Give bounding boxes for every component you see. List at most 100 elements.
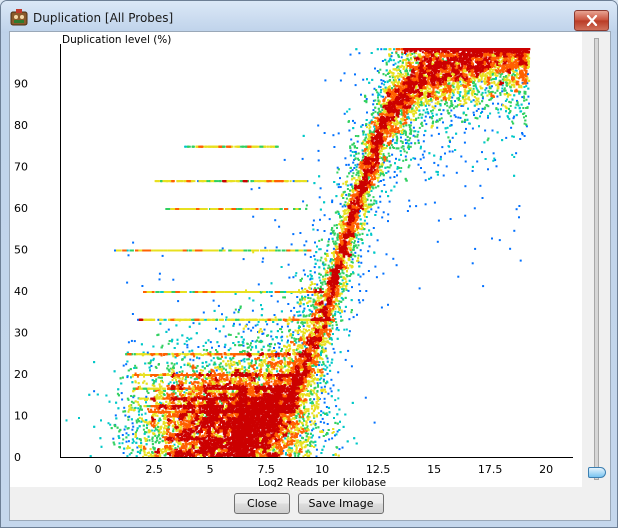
scatter-point (494, 91, 497, 94)
scatter-point (306, 275, 309, 278)
scatter-point (525, 115, 527, 118)
window-close-button[interactable] (574, 10, 609, 31)
scatter-point (326, 249, 329, 252)
scatter-point (440, 117, 443, 120)
scatter-point (377, 206, 380, 209)
scatter-point (380, 169, 383, 172)
scatter-point (373, 125, 376, 128)
scatter-point (315, 426, 318, 429)
scatter-point (254, 324, 257, 327)
scatter-point (326, 372, 329, 375)
scatter-point (312, 219, 315, 222)
title-bar[interactable]: Duplication [All Probes] (1, 1, 617, 33)
scatter-point (363, 219, 366, 222)
scatter-point (459, 116, 462, 119)
scatter-point (351, 261, 354, 264)
scatter-point (341, 222, 344, 225)
scatter-point (481, 91, 484, 94)
scatter-point (233, 363, 236, 366)
scatter-point (402, 159, 405, 162)
scatter-point (425, 123, 428, 126)
scatter-point (383, 83, 386, 86)
scatter-point (292, 331, 295, 334)
scatter-point (509, 62, 512, 65)
scatter-point (381, 130, 384, 132)
scatter-point (431, 79, 434, 82)
scatter-point (242, 349, 245, 352)
scatter-point (285, 355, 288, 358)
scatter-point (341, 205, 344, 208)
scatter-point (437, 164, 440, 167)
scatter-point (450, 50, 453, 52)
scatter-point (383, 130, 386, 133)
scatter-point (523, 86, 526, 88)
scatter-point (317, 287, 320, 290)
scatter-point (335, 405, 338, 408)
scatter-point (346, 275, 349, 278)
scatter-point (434, 102, 437, 105)
scatter-point (417, 139, 420, 142)
scatter-point (396, 174, 398, 177)
scatter-point (385, 61, 388, 64)
scatter-point (382, 88, 385, 91)
scatter-point (475, 87, 478, 90)
scatter-point (309, 366, 312, 368)
scatter-point (512, 135, 515, 138)
window-client-area: 0 2.5 5 7.5 10 12.5 15 17.5 20 0 10 20 30 40 50 60 70 80… (9, 31, 611, 521)
scatter-point (301, 330, 304, 333)
scatter-point (351, 169, 354, 172)
scatter-point (372, 103, 375, 106)
duplication-plot-panel: 0 2.5 5 7.5 10 12.5 15 17.5 20 0 10 20 30 40 50 60 70 80… (10, 32, 582, 487)
scatter-point (318, 304, 321, 307)
scatter-point (364, 152, 367, 155)
scatter-point (484, 88, 487, 91)
scatter-point (341, 269, 344, 272)
close-icon (586, 15, 597, 26)
scatter-point (293, 314, 296, 317)
window-title: Duplication [All Probes] (33, 11, 173, 25)
scatter-point (274, 415, 277, 418)
scatter-point (301, 321, 304, 324)
scatter-point (313, 271, 316, 274)
scatter-point (345, 328, 348, 331)
scatter-point (494, 78, 497, 81)
scatter-point (309, 256, 312, 258)
scatter-point (511, 153, 514, 156)
scatter-point (480, 78, 483, 81)
scatter-point (481, 95, 484, 98)
scatter-point (313, 266, 316, 269)
scatter-point (473, 114, 475, 116)
scatter-point (494, 66, 497, 69)
scatter-point (392, 59, 395, 62)
scatter-point (378, 150, 381, 153)
scatter-point (410, 121, 413, 124)
scatter-points (65, 48, 531, 458)
scatter-point (393, 176, 396, 178)
scatter-point (519, 138, 522, 140)
scatter-point (328, 364, 331, 367)
scatter-point (377, 96, 379, 99)
scatter-point (507, 63, 510, 66)
scatter-point (318, 299, 321, 302)
scatter-point (416, 135, 419, 138)
scatter-point (339, 177, 341, 180)
scatter-point (313, 254, 316, 257)
seqmonk-app-icon (10, 9, 28, 26)
scatter-point (527, 95, 530, 98)
scatter-point (514, 106, 517, 109)
scatter-point (393, 128, 396, 131)
scatter-point (380, 48, 383, 51)
scatter-point (342, 182, 345, 185)
duplication-scatter-plot: 0 2.5 5 7.5 10 12.5 15 17.5 20 01020304050607080… (14, 34, 573, 487)
scatter-point (316, 283, 319, 286)
scatter-point (389, 176, 392, 179)
scatter-point (324, 273, 327, 276)
scatter-point (334, 310, 337, 313)
scatter-point (323, 401, 326, 404)
scatter-point (474, 85, 477, 88)
scatter-point (386, 144, 389, 147)
scatter-point (383, 48, 386, 51)
scatter-point (236, 363, 239, 366)
scatter-point (511, 135, 514, 138)
